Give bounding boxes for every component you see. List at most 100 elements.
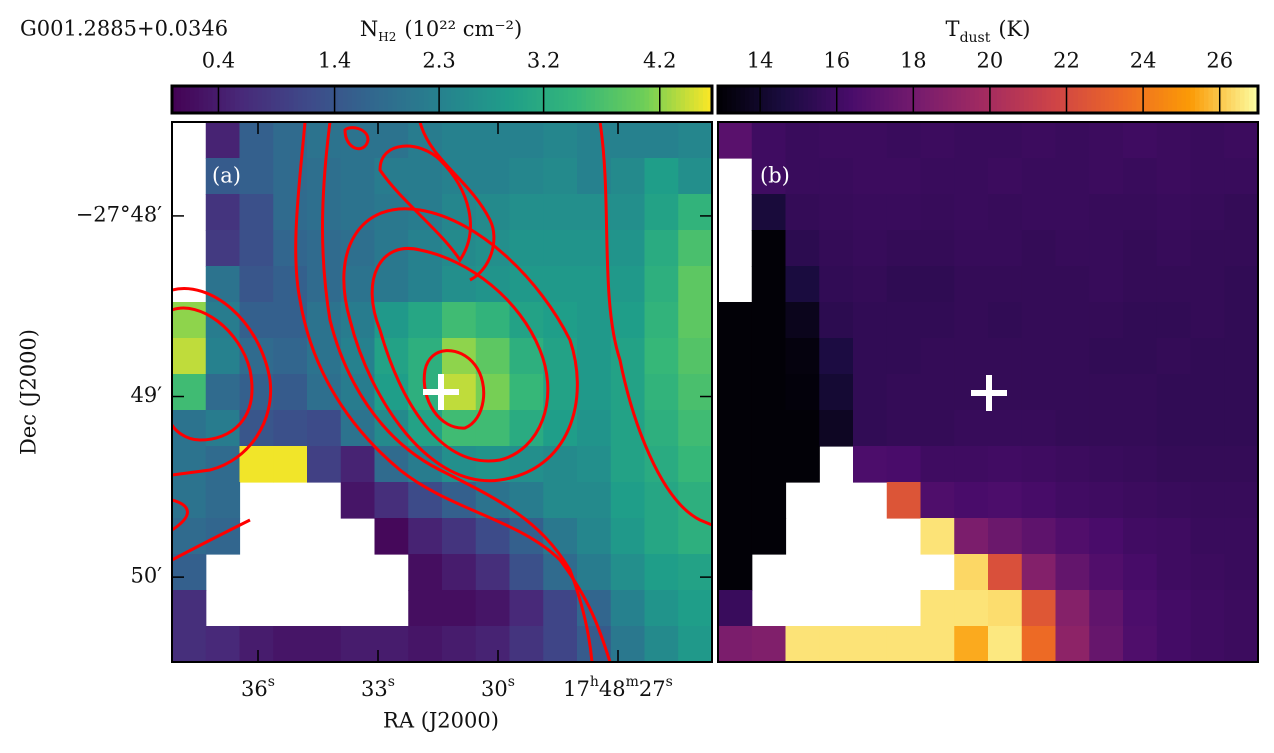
heatmap-cell — [1190, 338, 1225, 375]
colorbar-segment — [617, 86, 623, 113]
heatmap-cell — [678, 266, 713, 303]
heatmap-cell — [475, 122, 511, 159]
heatmap-cell — [1123, 518, 1158, 555]
colorbar-segment — [194, 86, 200, 113]
heatmap-cell — [954, 554, 989, 591]
heatmap-cell — [954, 194, 989, 231]
colorbar-segment — [907, 86, 912, 113]
heatmap-cell — [442, 626, 477, 663]
heatmap-cell — [577, 518, 612, 555]
heatmap-cell — [1156, 518, 1192, 555]
heatmap-cell — [442, 122, 477, 159]
colorbar-segment — [590, 86, 596, 113]
heatmap-cell — [442, 518, 477, 555]
colorbar-segment — [383, 86, 389, 113]
heatmap-cell — [610, 554, 646, 591]
heatmap-cell — [273, 446, 308, 483]
colorbar-segment — [929, 86, 935, 113]
colorbar-segment — [902, 86, 908, 113]
colorbar-segment — [758, 86, 764, 113]
heatmap-cell — [954, 266, 989, 303]
heatmap-cell — [718, 122, 753, 159]
colorbar-segment — [419, 86, 425, 113]
heatmap-cell — [644, 122, 679, 159]
colorbar-segment — [722, 86, 728, 113]
heatmap-cell — [509, 194, 544, 231]
heatmap-cell — [751, 374, 787, 411]
colorbar-segment — [1186, 86, 1191, 113]
colorbar-tick-label: 2.3 — [422, 49, 455, 73]
colorbar-tick-label: 1.4 — [318, 49, 351, 73]
heatmap-cell — [1123, 374, 1158, 411]
colorbar-tick-label: 3.2 — [527, 49, 560, 73]
colorbar-segment — [694, 86, 699, 113]
heatmap-cell — [1021, 590, 1057, 627]
heatmap-cell — [1190, 230, 1225, 267]
heatmap-cell — [644, 194, 679, 231]
colorbar-segment — [1024, 86, 1029, 113]
heatmap-cell — [205, 158, 241, 195]
heatmap-cell — [785, 122, 820, 159]
colorbar-segment — [698, 86, 704, 113]
colorbar-segment — [554, 86, 560, 113]
heatmap-cell — [1055, 410, 1090, 447]
colorbar-segment — [821, 86, 827, 113]
colorbar-segment — [185, 86, 191, 113]
heatmap-cell — [886, 410, 922, 447]
heatmap-cell — [1123, 626, 1158, 663]
heatmap-cell — [751, 230, 787, 267]
colorbar-segment — [1069, 86, 1074, 113]
heatmap-cell — [954, 158, 989, 195]
heatmap-cell — [785, 158, 820, 195]
heatmap-cell — [988, 194, 1023, 231]
heatmap-cell — [1224, 446, 1259, 483]
heatmap-cell — [1123, 302, 1158, 339]
heatmap-cell — [678, 590, 713, 627]
heatmap-cell — [1224, 590, 1259, 627]
heatmap-cell — [1055, 194, 1090, 231]
heatmap-cell — [509, 230, 544, 267]
heatmap-cell — [1224, 626, 1259, 663]
colorbar-segment — [862, 86, 867, 113]
heatmap-cell — [1089, 230, 1124, 267]
heatmap-cell — [1224, 302, 1259, 339]
colorbar-segment — [401, 86, 407, 113]
colorbar-segment — [1208, 86, 1214, 113]
heatmap-cell — [1190, 482, 1225, 519]
heatmap-cell — [644, 590, 679, 627]
heatmap-cell — [954, 626, 989, 663]
heatmap-cell — [1123, 122, 1158, 159]
colorbar-segment — [1249, 86, 1254, 113]
heatmap-cell — [785, 410, 820, 447]
colorbar-segment — [965, 86, 971, 113]
colorbar-segment — [920, 86, 926, 113]
colorbar-segment — [640, 86, 645, 113]
colorbar-segment — [631, 86, 636, 113]
colorbar-segment — [658, 86, 663, 113]
heatmap-cell — [886, 374, 922, 411]
colorbar-segment — [662, 86, 668, 113]
heatmap-cell — [853, 266, 888, 303]
heatmap-cell — [408, 266, 443, 303]
colorbar-segment — [1082, 86, 1088, 113]
heatmap-cell — [1190, 374, 1225, 411]
colorbar-segment — [451, 86, 456, 113]
contour — [172, 287, 273, 477]
contour — [172, 306, 254, 442]
heatmap-cell — [172, 626, 207, 663]
heatmap-cell — [644, 626, 679, 663]
colorbar-segment — [379, 86, 384, 113]
heatmap-cell — [307, 374, 342, 411]
heatmap-cell — [751, 626, 787, 663]
heatmap-cell — [307, 122, 342, 159]
colorbar-segment — [325, 86, 330, 113]
heatmap-cell — [1021, 338, 1057, 375]
colorbar-segment — [857, 86, 863, 113]
heatmap-cell — [172, 374, 207, 411]
heatmap-cell — [819, 194, 854, 231]
heatmap-cell — [205, 194, 241, 231]
heatmap-cell — [442, 338, 477, 375]
heatmap-cell — [886, 302, 922, 339]
colorbar-segment — [1091, 86, 1097, 113]
heatmap-cell — [988, 446, 1023, 483]
